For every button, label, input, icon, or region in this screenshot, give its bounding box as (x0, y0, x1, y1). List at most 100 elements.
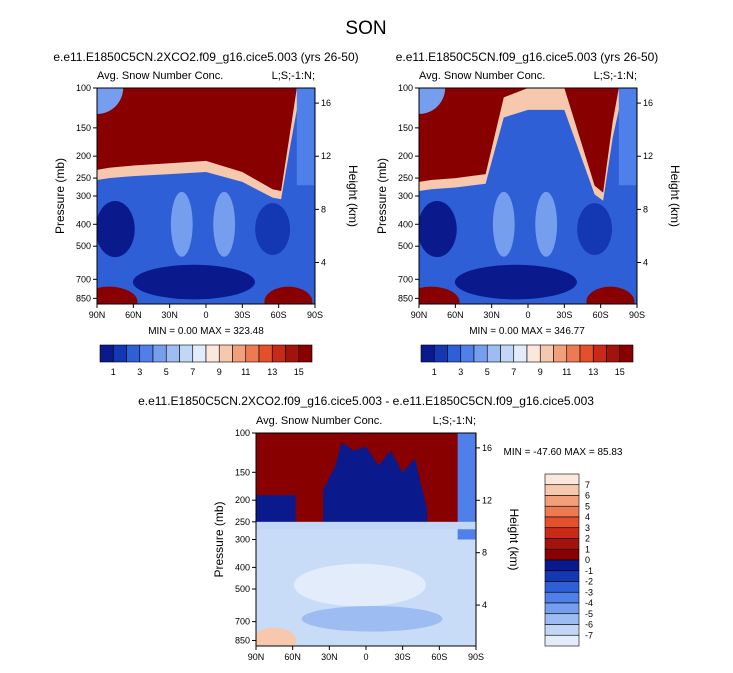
x-tick-label: 0 (363, 652, 368, 662)
y-tick-label: 700 (235, 617, 250, 627)
x-tick-label: 30S (234, 310, 250, 320)
y2-axis-label: Height (km) (507, 508, 521, 570)
y2-tick-label: 16 (321, 98, 331, 108)
y-tick-label: 500 (235, 584, 250, 594)
colorbar-swatch (420, 344, 435, 363)
colorbar-swatch (544, 613, 580, 625)
panel-title: e.e11.E1850C5CN.2XCO2.f09_g16.cice5.003 … (138, 394, 594, 408)
figure-title: SON (345, 18, 386, 39)
field-upper-negative (323, 442, 428, 524)
y-tick-label: 400 (398, 219, 413, 229)
y-tick-label: 700 (398, 274, 413, 284)
field-core-north (419, 201, 457, 258)
colorbar-swatch (544, 538, 580, 550)
x-tick-label: 60N (125, 310, 142, 320)
field-polar-column (618, 88, 637, 186)
field-corner (97, 88, 124, 114)
panel-title: e.e11.E1850C5CN.2XCO2.f09_g16.cice5.003 … (53, 50, 358, 64)
panel-2xco2: e.e11.E1850C5CN.2XCO2.f09_g16.cice5.003 … (53, 50, 360, 377)
colorbar-swatch (544, 602, 580, 615)
colorbar-swatch (152, 344, 167, 363)
y-tick-label: 200 (398, 151, 413, 161)
x-tick-label: 90S (468, 652, 484, 662)
y-tick-label: 100 (398, 83, 413, 93)
colorbar-swatch (179, 344, 194, 363)
colorbar-label: 1 (585, 544, 590, 554)
y-tick-label: 850 (76, 293, 91, 303)
colorbar-label: -4 (585, 598, 593, 608)
contour-field (256, 433, 476, 646)
colorbar-swatch (592, 344, 607, 363)
x-tick-label: 30N (161, 310, 178, 320)
colorbar-label: 11 (562, 367, 571, 377)
x-tick-label: 30N (483, 310, 500, 320)
panel-right-label: L;S;-1:N; (272, 70, 315, 82)
y-tick-label: 150 (76, 123, 91, 133)
y2-axis-label: Height (km) (668, 165, 682, 227)
contour-field (419, 88, 637, 304)
y-axis-label: Pressure (mb) (375, 158, 389, 234)
colorbar-swatch (544, 495, 580, 507)
field-plume (213, 191, 236, 257)
y2-tick-label: 8 (643, 204, 648, 214)
panel-control: e.e11.E1850C5CN.f09_g16.cice5.003 (yrs 2… (375, 50, 682, 377)
y-tick-label: 100 (76, 83, 91, 93)
y-tick-label: 250 (398, 173, 413, 183)
colorbar-label: -5 (585, 609, 593, 619)
y2-tick-label: 16 (482, 443, 492, 453)
colorbar-label: 5 (585, 501, 590, 511)
colorbar-label: 9 (217, 367, 222, 377)
colorbar-swatch (99, 344, 114, 363)
colorbar-swatch (500, 344, 515, 363)
colorbar-label: -7 (585, 630, 593, 640)
y2-tick-label: 12 (482, 495, 492, 505)
y2-tick-label: 4 (643, 258, 648, 268)
panel-title: e.e11.E1850C5CN.f09_g16.cice5.003 (yrs 2… (396, 50, 659, 64)
field-core-south (255, 203, 291, 255)
y2-tick-label: 16 (643, 98, 653, 108)
colorbar-swatch (112, 344, 127, 363)
panel-right-label: L;S;-1:N; (594, 70, 637, 82)
contour-field (97, 88, 315, 304)
colorbar-swatch (232, 344, 247, 363)
y-tick-label: 700 (76, 274, 91, 284)
panel-left-label: Avg. Snow Number Conc. (97, 70, 223, 82)
colorbar-swatch (566, 344, 581, 363)
colorbar-swatch (192, 344, 207, 363)
stats-text: MIN = 0.00 MAX = 346.77 (469, 326, 585, 337)
colorbar-label: 2 (585, 534, 590, 544)
field-plume (170, 191, 193, 257)
colorbar-swatch (553, 344, 568, 363)
colorbar-label: 1 (111, 367, 116, 377)
field-core-north (97, 201, 135, 258)
colorbar-swatch (539, 344, 554, 363)
y-tick-label: 300 (235, 535, 250, 545)
colorbar-swatch (126, 344, 141, 363)
colorbar-swatch (447, 344, 462, 363)
field-stratosphere (419, 88, 637, 193)
colorbar-swatch (165, 344, 180, 363)
x-tick-label: 90S (307, 310, 323, 320)
colorbar-swatch (526, 344, 541, 363)
y-tick-label: 150 (235, 467, 250, 477)
y-tick-label: 850 (398, 293, 413, 303)
colorbar-swatch (473, 344, 488, 363)
field-surface-max-south (264, 286, 313, 304)
colorbar-label: 4 (585, 512, 590, 522)
colorbar-swatch (544, 559, 580, 572)
y2-tick-label: 4 (321, 258, 326, 268)
colorbar-label: 7 (511, 367, 516, 377)
colorbar-label: 0 (585, 555, 590, 565)
field-core-lower (454, 264, 577, 300)
y-tick-label: 250 (235, 517, 250, 527)
y-axis-label: Pressure (mb) (212, 501, 226, 577)
y-tick-label: 150 (398, 123, 413, 133)
y-tick-label: 300 (398, 191, 413, 201)
colorbar-swatch (544, 624, 580, 636)
y-tick-label: 500 (398, 241, 413, 251)
x-tick-label: 30N (321, 652, 338, 662)
stats-text: MIN = -47.60 MAX = 85.83 (504, 447, 623, 458)
field-corner (419, 88, 446, 114)
colorbar-label: -1 (585, 566, 593, 576)
colorbar-label: 5 (485, 367, 490, 377)
